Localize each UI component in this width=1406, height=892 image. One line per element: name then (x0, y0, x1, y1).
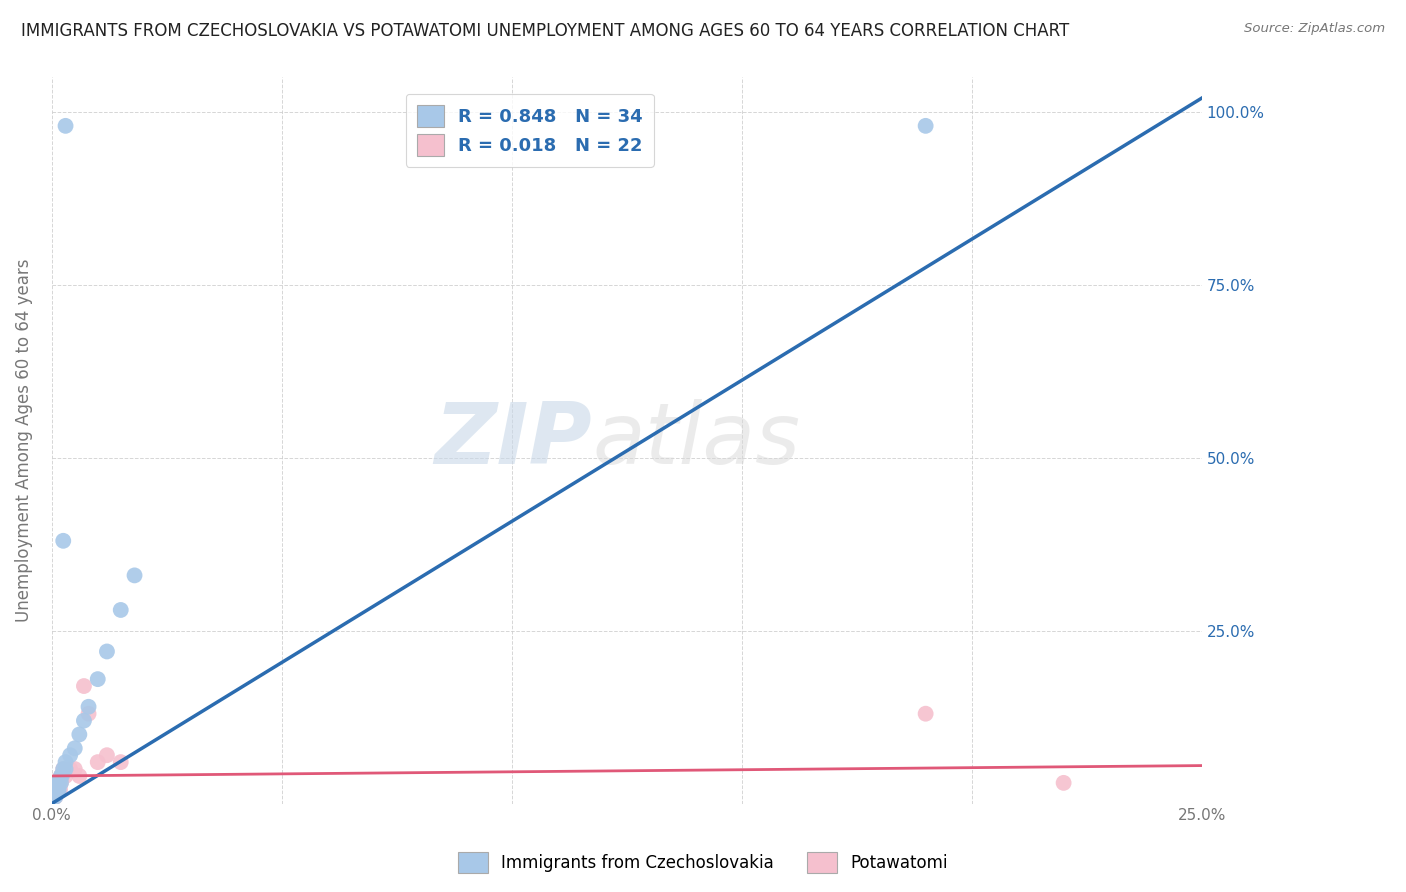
Point (96, 748, 118, 763)
Point (59, 748, 82, 763)
Point (49, 769, 72, 783)
Point (914, 706, 936, 721)
Point (55, 119, 77, 133)
Point (48, 782, 70, 797)
Point (45, 776, 67, 790)
Point (51, 769, 73, 783)
Point (110, 603, 132, 617)
Point (124, 568, 146, 582)
Point (42, 789, 65, 804)
Point (42, 789, 65, 804)
Point (87, 755, 110, 769)
Point (55, 769, 77, 783)
Point (49, 776, 72, 790)
Point (45, 782, 67, 797)
Point (52, 762, 75, 776)
Text: ZIP: ZIP (434, 399, 592, 482)
Point (46, 782, 69, 797)
Text: IMMIGRANTS FROM CZECHOSLOVAKIA VS POTAWATOMI UNEMPLOYMENT AMONG AGES 60 TO 64 YE: IMMIGRANTS FROM CZECHOSLOVAKIA VS POTAWA… (21, 22, 1070, 40)
Point (46, 776, 69, 790)
Point (44, 789, 66, 804)
Point (52, 762, 75, 776)
Point (46, 782, 69, 797)
Point (67, 769, 90, 783)
Point (48, 776, 70, 790)
Point (96, 644, 118, 658)
Point (73, 679, 96, 693)
Text: Source: ZipAtlas.com: Source: ZipAtlas.com (1244, 22, 1385, 36)
Point (55, 755, 77, 769)
Point (44, 789, 66, 804)
Point (49, 769, 72, 783)
Point (52, 533, 75, 548)
Point (67, 727, 90, 741)
Point (44, 789, 66, 804)
Point (55, 762, 77, 776)
Point (73, 714, 96, 728)
Point (914, 119, 936, 133)
Point (46, 782, 69, 797)
Legend: R = 0.848   N = 34, R = 0.018   N = 22: R = 0.848 N = 34, R = 0.018 N = 22 (406, 94, 654, 167)
Point (87, 672, 110, 686)
Point (42, 789, 65, 804)
Point (77, 706, 100, 721)
Point (110, 755, 132, 769)
Point (63, 762, 86, 776)
Y-axis label: Unemployment Among Ages 60 to 64 years: Unemployment Among Ages 60 to 64 years (15, 259, 32, 623)
Point (49, 776, 72, 790)
Legend: Immigrants from Czechoslovakia, Potawatomi: Immigrants from Czechoslovakia, Potawato… (451, 846, 955, 880)
Point (45, 782, 67, 797)
Point (45, 782, 67, 797)
Text: atlas: atlas (592, 399, 800, 482)
Point (41, 789, 63, 804)
Point (59, 762, 82, 776)
Point (1052, 776, 1074, 790)
Point (44, 782, 66, 797)
Point (48, 776, 70, 790)
Point (49, 782, 72, 797)
Point (44, 782, 66, 797)
Point (63, 741, 86, 756)
Point (44, 782, 66, 797)
Point (77, 699, 100, 714)
Point (42, 789, 65, 804)
Point (41, 789, 63, 804)
